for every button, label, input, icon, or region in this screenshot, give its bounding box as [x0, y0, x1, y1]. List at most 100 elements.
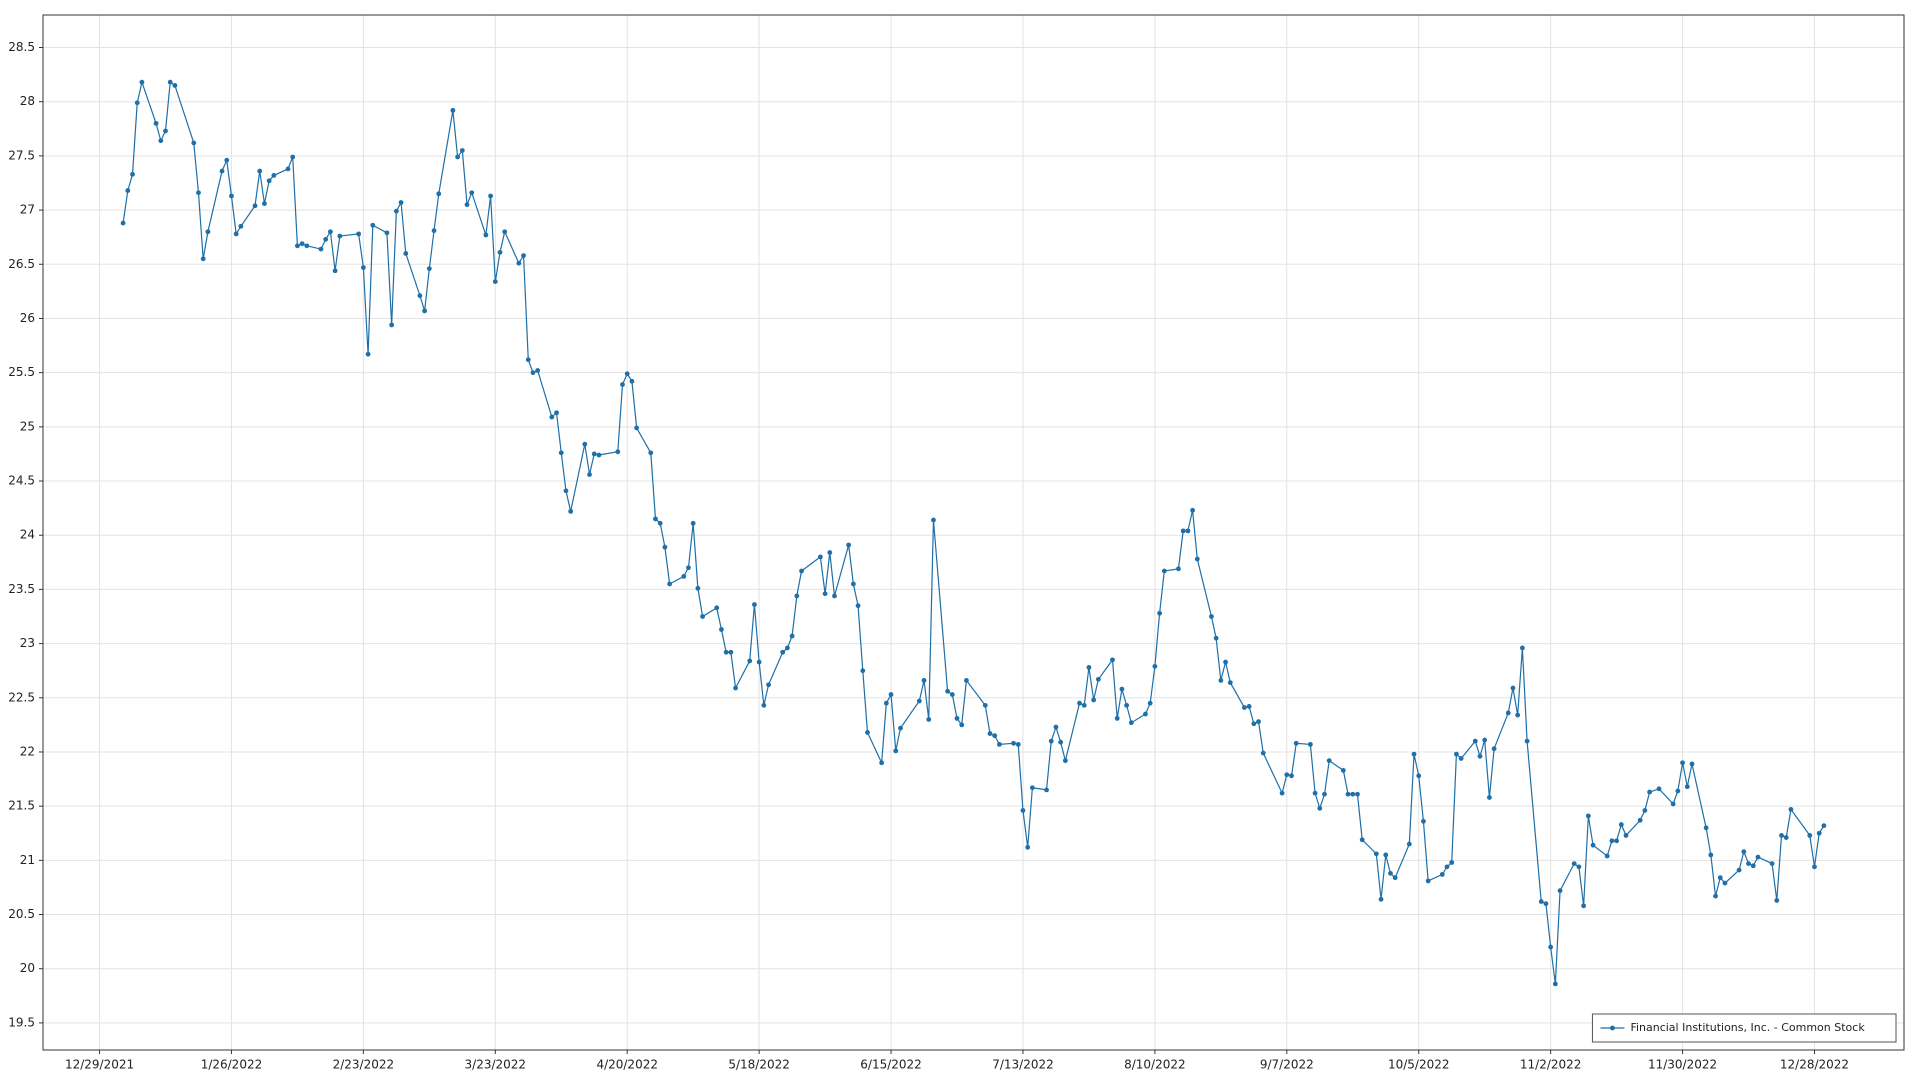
- point: [464, 202, 470, 208]
- point: [1552, 981, 1558, 987]
- point: [780, 649, 786, 655]
- point: [502, 229, 508, 235]
- point: [1477, 753, 1483, 759]
- point: [1703, 825, 1709, 831]
- x-tick-label: 12/28/2022: [1780, 1058, 1849, 1072]
- point: [1642, 808, 1648, 813]
- point: [1623, 833, 1629, 838]
- point: [1454, 751, 1459, 757]
- point: [205, 229, 211, 235]
- point: [163, 128, 168, 134]
- y-tick-label: 26: [20, 311, 35, 325]
- x-tick-label: 1/26/2022: [201, 1058, 263, 1072]
- series-line: [122, 80, 1825, 984]
- point: [1717, 875, 1723, 881]
- point: [238, 223, 244, 229]
- point: [530, 370, 536, 376]
- point: [134, 100, 140, 106]
- point: [1359, 837, 1365, 843]
- point: [1581, 903, 1587, 909]
- point: [667, 581, 673, 587]
- point: [587, 472, 592, 477]
- point: [219, 168, 225, 174]
- point: [1077, 700, 1082, 706]
- point: [1176, 566, 1181, 572]
- point: [384, 230, 390, 236]
- point: [1293, 740, 1299, 746]
- point: [1218, 678, 1224, 683]
- point: [290, 154, 296, 160]
- y-tick-label: 21: [20, 853, 35, 867]
- point: [1472, 738, 1478, 744]
- y-tick-label: 25: [20, 419, 35, 433]
- point: [822, 591, 828, 597]
- point: [360, 265, 366, 270]
- point: [483, 232, 489, 238]
- x-tick-label: 2/23/2022: [333, 1058, 395, 1072]
- point: [1548, 944, 1554, 950]
- x-tick-label: 3/23/2022: [465, 1058, 527, 1072]
- point: [1326, 758, 1332, 764]
- point: [648, 450, 654, 456]
- point: [158, 138, 164, 144]
- point: [417, 293, 423, 299]
- point: [1769, 861, 1775, 866]
- point: [1510, 685, 1516, 691]
- point: [846, 542, 852, 548]
- point: [1020, 808, 1026, 813]
- point: [1246, 704, 1252, 709]
- point: [196, 190, 201, 196]
- y-tick-label: 22.5: [8, 690, 35, 704]
- point: [318, 246, 324, 252]
- point: [719, 627, 724, 632]
- point: [1143, 711, 1148, 717]
- point: [120, 220, 126, 226]
- point: [1062, 758, 1068, 764]
- point: [1242, 705, 1247, 710]
- point: [1604, 853, 1610, 859]
- point: [1091, 697, 1097, 703]
- point: [1190, 507, 1195, 513]
- point: [931, 517, 936, 523]
- point: [1053, 724, 1059, 730]
- point: [271, 172, 277, 178]
- point: [1279, 790, 1285, 796]
- point: [662, 544, 668, 550]
- point: [1741, 849, 1747, 855]
- point: [257, 168, 263, 174]
- point: [1774, 898, 1780, 903]
- point: [1689, 761, 1695, 767]
- point: [1345, 791, 1351, 797]
- point: [497, 249, 503, 255]
- point: [1684, 784, 1690, 790]
- point: [747, 658, 753, 664]
- y-tick-label: 21.5: [8, 799, 35, 813]
- point: [1538, 899, 1544, 904]
- point: [615, 449, 621, 455]
- point: [1355, 791, 1360, 797]
- point: [130, 171, 135, 177]
- point: [1524, 738, 1530, 744]
- point: [921, 678, 927, 683]
- y-tick-label: 28: [20, 94, 35, 108]
- point: [1680, 760, 1685, 766]
- point: [1340, 767, 1346, 773]
- point: [1755, 854, 1761, 860]
- point: [233, 231, 239, 237]
- point: [229, 193, 234, 199]
- point: [262, 201, 267, 206]
- point: [1505, 710, 1511, 716]
- point: [1406, 841, 1412, 847]
- point: [469, 190, 475, 196]
- point: [832, 593, 837, 599]
- point: [1095, 676, 1101, 682]
- point: [1821, 823, 1827, 829]
- point: [1713, 893, 1718, 899]
- point: [1025, 844, 1031, 850]
- point: [1576, 864, 1582, 870]
- point: [1486, 795, 1492, 800]
- point: [1788, 807, 1794, 812]
- point: [1675, 788, 1681, 794]
- y-tick-label: 25.5: [8, 365, 35, 379]
- point: [1194, 556, 1200, 562]
